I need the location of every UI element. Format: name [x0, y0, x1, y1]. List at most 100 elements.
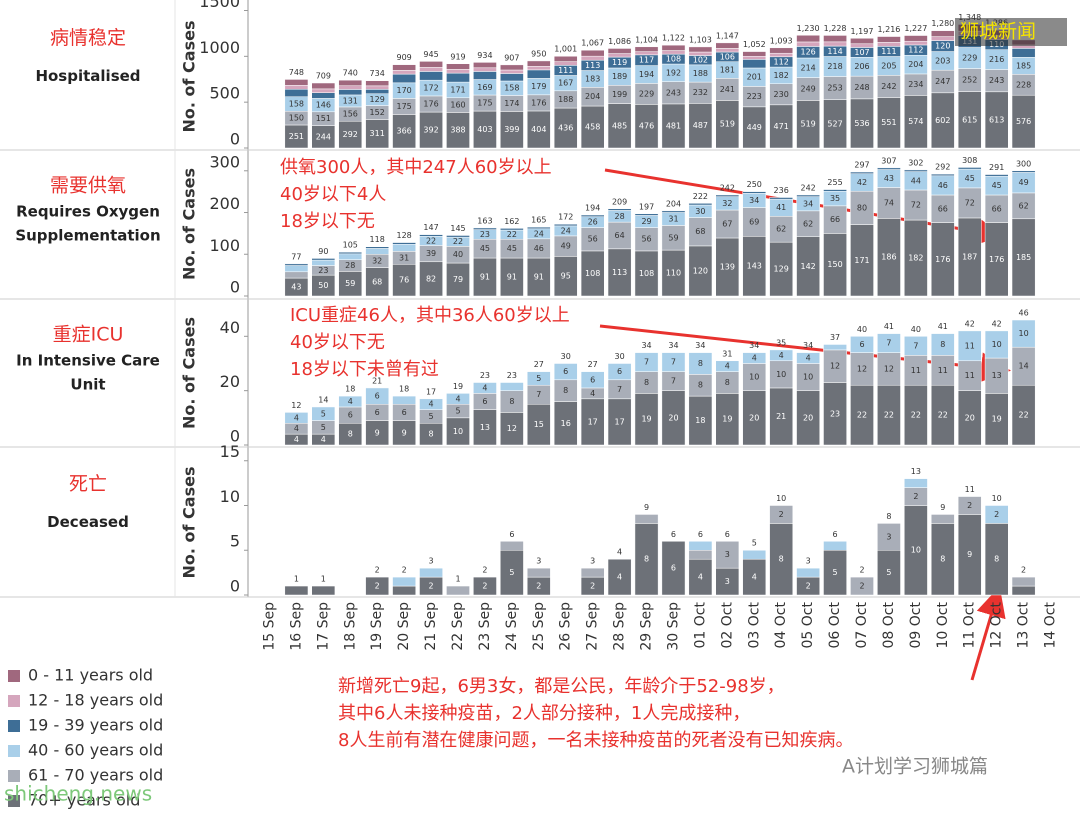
- segment-label: 16: [561, 419, 571, 428]
- y-tick-label: 200: [209, 194, 240, 213]
- x-tick-label: 23 Sep: [477, 602, 493, 651]
- segment-label: 204: [585, 92, 600, 101]
- segment-label: 22: [938, 411, 948, 420]
- segment-label: 120: [935, 42, 950, 51]
- segment-label: 253: [827, 84, 842, 93]
- segment-label: 5: [321, 423, 326, 432]
- segment-label: 8: [698, 359, 703, 368]
- x-tick-label: 25 Sep: [531, 602, 547, 651]
- segment-label: 24: [534, 229, 544, 238]
- segment-label: 56: [641, 235, 651, 244]
- bar-segment: [796, 352, 820, 364]
- bar-segment: [1011, 48, 1036, 58]
- bar-segment: [473, 62, 497, 69]
- bar-segment: [284, 265, 309, 273]
- x-tick-label: 04 Oct: [773, 602, 789, 649]
- total-label: 297: [854, 161, 869, 170]
- segment-label: 119: [612, 58, 627, 67]
- x-tick-label: 03 Oct: [746, 602, 762, 649]
- y-tick-label: 40: [220, 318, 240, 337]
- annotation: 40岁以下无: [290, 332, 385, 353]
- segment-label: 248: [854, 83, 869, 92]
- segment-label: 403: [477, 125, 492, 134]
- x-tick-label: 07 Oct: [854, 602, 870, 649]
- total-label: 2: [859, 566, 864, 575]
- segment-label: 176: [423, 100, 438, 109]
- segment-label: 22: [911, 411, 921, 420]
- y-tick-label: 5: [230, 532, 240, 551]
- segment-label: 2: [375, 582, 380, 591]
- total-label: 250: [747, 180, 762, 189]
- y-axis-title: No. of Cases: [180, 317, 199, 429]
- segment-label: 91: [507, 273, 517, 282]
- panel-label-cn: 病情稳定: [50, 27, 126, 49]
- segment-label: 4: [321, 435, 326, 444]
- bar-segment: [446, 585, 470, 596]
- segment-label: 519: [720, 120, 735, 129]
- bar-segment: [392, 585, 416, 596]
- total-label: 307: [881, 156, 896, 165]
- bar-segment: [823, 541, 847, 551]
- segment-label: 4: [752, 573, 757, 582]
- x-tick-label: 16 Sep: [288, 602, 304, 651]
- total-label: 42: [992, 319, 1002, 328]
- bar-segment: [661, 352, 686, 372]
- total-label: 163: [477, 216, 492, 225]
- segment-label: 95: [561, 272, 571, 281]
- bar-segment: [419, 67, 443, 72]
- bar-segment: [877, 333, 901, 353]
- segment-label: 551: [881, 118, 896, 127]
- legend-swatch: [8, 770, 20, 782]
- segment-label: 234: [908, 80, 923, 89]
- segment-label: 4: [482, 383, 487, 392]
- total-label: 118: [370, 235, 385, 244]
- bar-segment: [688, 51, 713, 56]
- y-tick-label: 1500: [199, 0, 240, 11]
- bar-segment: [904, 169, 928, 172]
- segment-label: 43: [884, 174, 894, 183]
- segment-label: 12: [830, 362, 840, 371]
- segment-label: 10: [776, 370, 786, 379]
- x-tick-label: 22 Sep: [450, 602, 466, 651]
- bar-segment: [392, 243, 416, 252]
- segment-label: 10: [992, 340, 1002, 349]
- panel-label-cn: 需要供氧: [50, 175, 126, 197]
- segment-label: 76: [399, 276, 409, 285]
- bar-segment: [419, 61, 443, 68]
- segment-label: 6: [590, 375, 595, 384]
- segment-label: 151: [316, 114, 331, 123]
- segment-label: 7: [886, 339, 891, 348]
- segment-label: 6: [859, 340, 864, 349]
- segment-label: 7: [536, 390, 541, 399]
- segment-label: 3: [725, 577, 730, 586]
- segment-label: 404: [531, 125, 546, 134]
- bar-segment: [392, 576, 416, 587]
- segment-label: 189: [612, 72, 627, 81]
- bar-segment: [877, 523, 901, 551]
- segment-label: 366: [396, 127, 411, 136]
- segment-label: 64: [615, 231, 625, 240]
- segment-label: 111: [558, 66, 573, 75]
- segment-label: 23: [830, 409, 840, 418]
- bar-segment: [526, 226, 551, 230]
- segment-label: 185: [1016, 253, 1031, 262]
- total-label: 23: [480, 371, 490, 380]
- bar-segment: [742, 549, 767, 560]
- bar-segment: [1011, 585, 1036, 596]
- segment-label: 131: [343, 96, 358, 105]
- bar-segment: [338, 79, 363, 87]
- segment-label: 62: [1019, 201, 1029, 210]
- bar-segment: [850, 171, 874, 174]
- total-label: 300: [1016, 159, 1031, 168]
- bar-segment: [446, 72, 470, 83]
- segment-label: 22: [453, 237, 463, 246]
- segment-label: 6: [348, 411, 353, 420]
- bar-segment: [365, 80, 390, 87]
- total-label: 945: [423, 50, 438, 59]
- bar-segment: [284, 271, 309, 279]
- bar-segment: [311, 88, 336, 93]
- segment-label: 292: [343, 130, 358, 139]
- segment-label: 69: [749, 217, 759, 226]
- annotation: 8人生前有潜在健康问题，一名未接种疫苗的死者没有已知疾病。: [338, 730, 853, 751]
- bar-segment: [392, 70, 416, 75]
